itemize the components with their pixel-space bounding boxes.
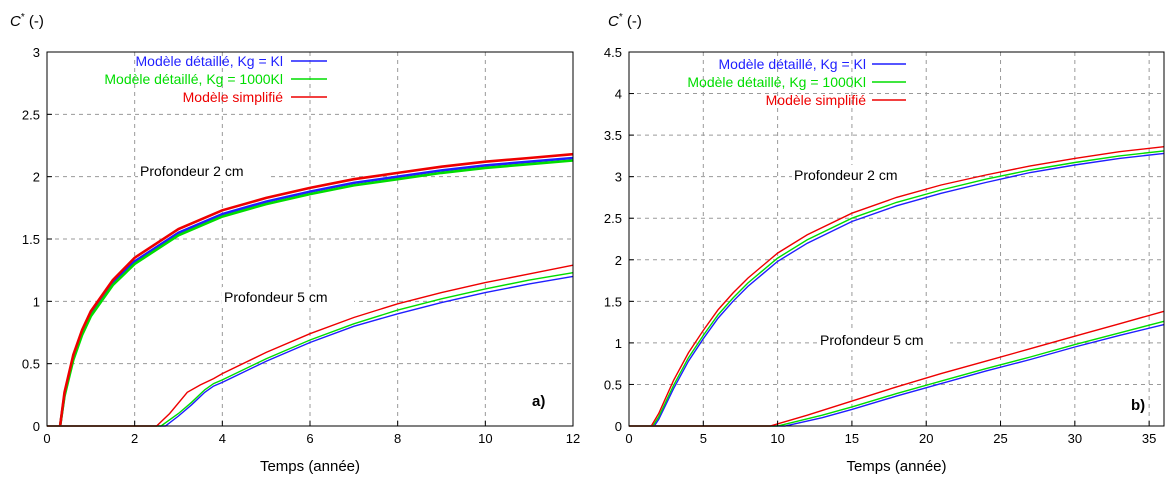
x-axis-label: Temps (année)	[260, 458, 360, 475]
x-tick-label: 12	[566, 431, 580, 446]
panel-label: b)	[1131, 397, 1145, 414]
y-tick-label: 1.5	[22, 232, 40, 247]
annotation-background	[818, 330, 950, 350]
depth-annotation: Profondeur 5 cm	[224, 289, 328, 305]
legend-entry-label: Modèle simplifié	[183, 89, 284, 105]
depth-annotation: Profondeur 2 cm	[794, 167, 898, 183]
depth-annotation: Profondeur 5 cm	[820, 332, 924, 348]
y-tick-label: 3.5	[604, 128, 622, 143]
y-tick-label: 1	[33, 294, 40, 309]
series-line-5cm-4	[629, 320, 1165, 427]
y-tick-label: 3	[615, 170, 622, 185]
chart-panel-a: 0 2 4 6 8 10 12 0 0.5 1 1.5 2 2.5 3 C* (-) Temps (année…	[10, 12, 580, 475]
depth-annotation: Profondeur 2 cm	[140, 163, 244, 179]
series-line-5cm-4	[47, 272, 574, 427]
x-tick-label: 4	[219, 431, 226, 446]
legend-entry-label: Modèle détaillé, Kg = 1000Kl	[104, 71, 283, 87]
legend-entry-label: Modèle détaillé, Kg = Kl	[719, 56, 866, 72]
annotation-background	[138, 161, 270, 181]
y-tick-label: 0.5	[604, 377, 622, 392]
legend-entry-label: Modèle simplifié	[766, 92, 867, 108]
y-tick-label: 0	[33, 419, 40, 434]
series-line-2cm-2	[58, 152, 574, 427]
x-tick-label: 35	[1142, 431, 1156, 446]
y-tick-label: 0	[615, 419, 622, 434]
y-tick-label: 2.5	[22, 107, 40, 122]
x-tick-label: 10	[478, 431, 492, 446]
y-tick-label: 4	[615, 87, 622, 102]
x-tick-label: 10	[770, 431, 784, 446]
y-tick-label: 1	[615, 336, 622, 351]
plot-frame	[628, 51, 1165, 427]
x-axis-label: Temps (année)	[846, 458, 946, 475]
y-tick-label: 2.5	[604, 211, 622, 226]
annotation-background	[222, 287, 354, 307]
y-tick-label: 0.5	[22, 357, 40, 372]
chart-panel-b: 0 5 10 15 20 25 30 35 0 0.5 1 1.5 2 2.5 3 3.5 4 4.5 C* (-)…	[604, 12, 1165, 475]
series-line-2cm-2	[650, 146, 1165, 427]
series-line-2cm-1	[58, 159, 574, 427]
x-tick-label: 8	[394, 431, 401, 446]
y-tick-label: 1.5	[604, 294, 622, 309]
y-axis-label: C* (-)	[608, 12, 642, 30]
x-tick-label: 6	[306, 431, 313, 446]
y-tick-label: 3	[33, 45, 40, 60]
y-tick-label: 2	[615, 253, 622, 268]
x-tick-label: 0	[625, 431, 632, 446]
series-line-2cm-0	[653, 152, 1165, 427]
x-tick-label: 25	[993, 431, 1007, 446]
annotation-background	[792, 165, 924, 185]
y-tick-label: 2	[33, 170, 40, 185]
series-line-5cm-5	[629, 310, 1165, 427]
panel-label: a)	[532, 393, 545, 410]
y-tick-label: 4.5	[604, 45, 622, 60]
series-line-5cm-3	[47, 275, 574, 427]
series-line-5cm-3	[629, 323, 1165, 427]
series-line-5cm-5	[47, 264, 574, 427]
x-tick-label: 15	[845, 431, 859, 446]
y-axis-label: C* (-)	[10, 12, 44, 30]
x-tick-label: 30	[1068, 431, 1082, 446]
x-tick-label: 5	[700, 431, 707, 446]
x-tick-label: 0	[43, 431, 50, 446]
legend-entry-label: Modèle détaillé, Kg = 1000Kl	[687, 74, 866, 90]
series-line-2cm-1	[652, 150, 1165, 427]
x-tick-label: 20	[919, 431, 933, 446]
x-tick-label: 2	[131, 431, 138, 446]
legend-entry-label: Modèle détaillé, Kg = Kl	[136, 53, 283, 69]
